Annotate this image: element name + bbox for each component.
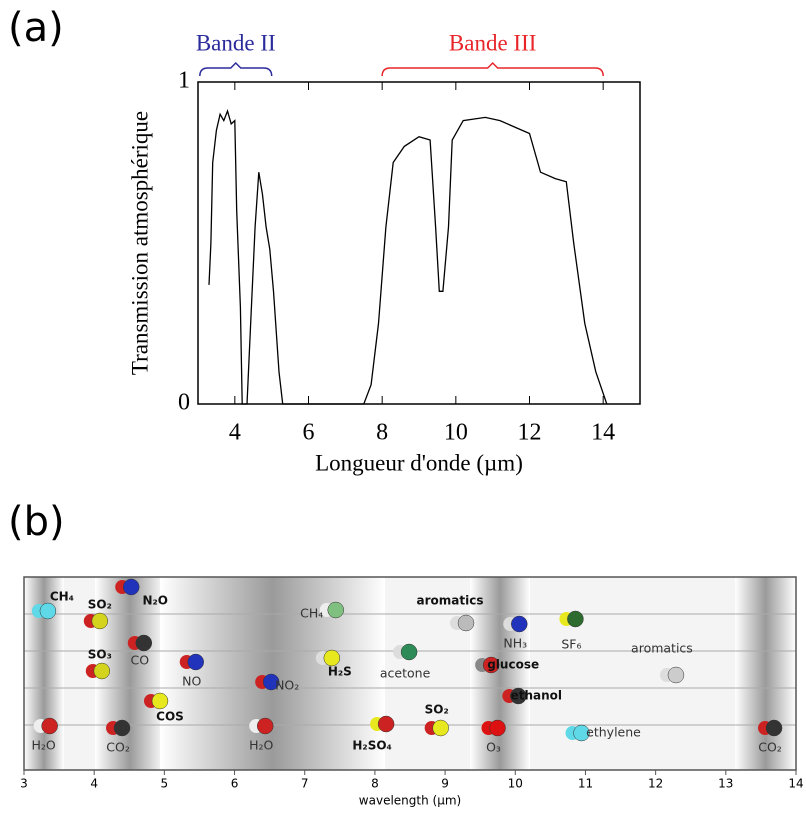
molecule-label: aromatics [417,594,484,608]
molecule-label: CO₂ [106,740,130,755]
molecule-atom [457,614,475,632]
molecule-atom [93,662,111,680]
molecule-atom [113,719,131,737]
y-tick-label: 1 [178,68,190,94]
molecule-atom [573,724,590,742]
molecule-atom [400,643,418,661]
molecule-label: aromatics [631,641,693,656]
molecule-atom [377,715,395,733]
x-tick-label: 14 [591,420,615,446]
molecule-atom [765,719,783,737]
x-tick-label: 8 [371,777,379,791]
x-tick-label: 11 [578,777,593,791]
molecule-label: CO [131,653,150,668]
molecule-label: SO₃ [88,648,112,662]
molecule-atom [39,602,57,620]
absorption-band [160,577,385,770]
plot-frame [197,81,641,405]
panel-label: (a) [8,5,64,51]
molecule-label: glucose [487,658,539,672]
molecule-atom [667,666,685,684]
y-axis-label: Transmission atmosphérique [127,111,152,375]
x-axis-label: Longueur d'onde (µm) [315,450,523,475]
plot-frame [23,576,797,771]
molecule-atom [122,578,140,596]
molecule-atom [327,601,344,619]
molecule-label: H₂SO₄ [352,739,391,753]
molecule-label: CO₂ [758,740,782,755]
molecule-atom [256,717,274,735]
molecule-label: CH₄ [50,590,74,604]
y-tick-label: 0 [178,390,190,416]
molecule-label: H₂S [328,665,352,679]
absorption-band [470,577,530,770]
molecule-label: H₂O [32,738,56,753]
molecule-atom [489,719,506,737]
x-tick-label: 5 [161,777,169,791]
molecule-label: NH₃ [503,636,527,651]
x-axis-label: wavelength (µm) [359,794,461,808]
x-tick-label: 10 [508,777,523,791]
x-tick-label: 6 [303,420,315,446]
band-bracket [381,61,604,77]
x-tick-label: 9 [441,777,449,791]
molecule-label: SO₂ [425,703,449,717]
x-tick-label: 12 [648,777,663,791]
x-tick-label: 4 [90,777,98,791]
band-label: Bande II [196,30,276,55]
band-bracket [199,61,273,77]
x-tick-label: 13 [718,777,733,791]
panel-label: (b) [8,499,65,545]
molecule-atom [482,656,500,674]
molecule-label: SF₆ [561,637,581,652]
molecule-atom [262,673,280,691]
transmission-line [208,108,608,405]
molecule-label: ethylene [586,725,641,740]
molecule-label: NO [182,674,201,689]
molecule-atom [510,687,527,705]
molecule-atom [41,717,58,735]
molecule-label: O₃ [486,740,501,755]
x-tick-label: 14 [788,777,803,791]
panel-a: 4 6 8 10 12 14 0 1 Longueur d'onde (µm) Transmiss… [127,30,641,475]
molecule-label: SO₂ [88,598,112,612]
x-tick-label: 10 [444,420,468,446]
panel-b: 3 4 5 6 7 8 9 10 11 12 13 14 wavelength (µm) CH₄ SO₂ N₂… [20,576,804,808]
molecule-label: COS [156,710,184,724]
molecule-atom [323,649,341,667]
molecule-atom [432,719,449,737]
molecule-label: H₂O [249,738,273,753]
molecule-label: ethanol [511,689,562,703]
x-tick-label: 12 [518,420,542,446]
molecule-atom [135,634,153,652]
band-label: Bande III [449,30,537,55]
absorption-band [735,577,796,770]
x-tick-label: 7 [301,777,309,791]
x-tick-label: 6 [231,777,239,791]
molecule-atom [151,692,169,710]
molecule-label: NO₂ [275,678,299,693]
molecule-atom [511,615,528,633]
molecule-atom [187,653,204,671]
x-tick-label: 8 [376,420,388,446]
x-tick-label: 3 [20,777,28,791]
molecule-label: acetone [380,666,431,681]
x-tick-label: 4 [229,420,241,446]
molecule-label: CH₄ [300,606,323,621]
molecule-atom [567,610,584,628]
molecule-atom [91,612,109,630]
molecule-label: N₂O [142,594,168,608]
